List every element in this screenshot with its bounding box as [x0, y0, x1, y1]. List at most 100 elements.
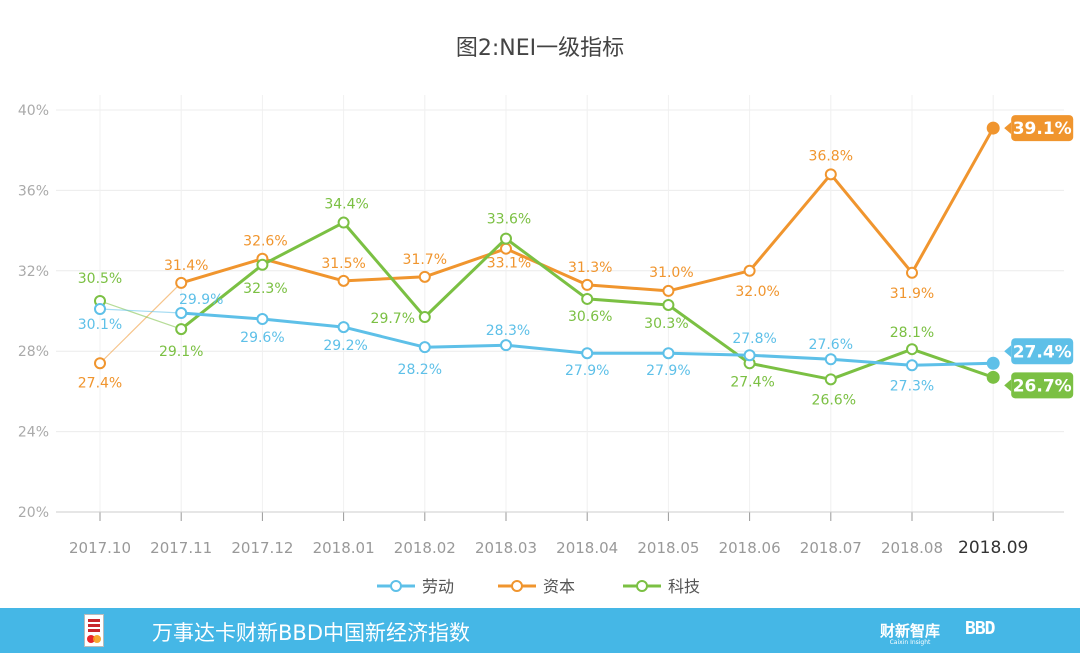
- data-label-劳动: 27.8%: [732, 331, 776, 347]
- x-tick-label: 2018.02: [394, 539, 456, 557]
- data-label-资本: 27.4%: [78, 375, 122, 391]
- data-label-劳动: 27.9%: [565, 363, 609, 379]
- data-point-劳动: [986, 356, 1000, 370]
- callout-arrow-科技: [1004, 379, 1012, 392]
- chart-title: 图2:NEI一级指标: [456, 36, 624, 61]
- data-point-资本: [94, 357, 106, 370]
- data-label-科技: 30.5%: [78, 271, 122, 287]
- x-tick-label: 2017.11: [150, 539, 212, 557]
- y-tick-label: 32%: [18, 264, 49, 280]
- data-point-资本: [906, 266, 918, 279]
- data-point-资本: [175, 276, 188, 289]
- y-tick-label: 36%: [18, 183, 49, 199]
- data-label-劳动: 29.2%: [323, 338, 367, 354]
- data-label-资本: 31.3%: [568, 260, 612, 276]
- x-tick-label: 2017.12: [231, 539, 293, 557]
- data-label-劳动: 28.3%: [486, 323, 530, 339]
- data-point-科技: [500, 232, 512, 245]
- legend-marker-劳动: [390, 580, 402, 592]
- nei-logo-icon: [84, 614, 104, 647]
- series-line-科技: [99, 300, 182, 330]
- legend-label-资本: 资本: [543, 577, 575, 596]
- callout-label-资本: 39.1%: [1013, 119, 1072, 139]
- callout-科技: [1011, 372, 1074, 399]
- data-label-劳动: 28.2%: [398, 362, 442, 378]
- data-label-科技: 28.1%: [890, 325, 934, 341]
- data-label-科技: 32.3%: [243, 281, 287, 297]
- data-point-资本: [418, 270, 431, 283]
- callout-label-劳动: 27.4%: [1013, 342, 1072, 362]
- data-label-劳动: 30.1%: [78, 317, 122, 333]
- data-point-劳动: [581, 347, 594, 360]
- legend-label-劳动: 劳动: [422, 577, 454, 596]
- data-label-资本: 31.9%: [890, 286, 934, 302]
- y-tick-label: 40%: [18, 103, 49, 119]
- data-point-科技: [662, 298, 675, 311]
- x-tick-label: 2018.09: [958, 538, 1028, 558]
- y-tick-label: 24%: [18, 425, 49, 441]
- data-point-科技: [581, 292, 594, 305]
- data-point-劳动: [824, 353, 837, 366]
- legend-marker-资本: [511, 580, 523, 592]
- bbd-logo: BBD: [965, 618, 995, 639]
- data-label-资本: 33.1%: [487, 256, 531, 272]
- caixin-insight-name: 财新智库: [880, 622, 941, 640]
- data-point-劳动: [256, 313, 269, 326]
- data-point-劳动: [337, 321, 350, 334]
- data-point-劳动: [906, 359, 918, 372]
- data-label-科技: 30.3%: [644, 316, 688, 332]
- caixin-insight-sub: Caixin Insight: [889, 639, 931, 646]
- callout-arrow-劳动: [1004, 345, 1012, 358]
- data-point-科技: [175, 323, 188, 336]
- data-label-劳动: 29.9%: [179, 292, 223, 308]
- callout-arrow-资本: [1004, 122, 1012, 135]
- data-label-科技: 30.6%: [568, 309, 612, 325]
- x-tick-label: 2018.04: [556, 539, 618, 557]
- data-label-科技: 34.4%: [324, 197, 368, 213]
- x-tick-label: 2018.07: [800, 539, 862, 557]
- x-tick-label: 2018.08: [881, 539, 943, 557]
- callout-劳动: [1011, 338, 1074, 365]
- data-label-科技: 33.6%: [487, 212, 531, 228]
- data-label-科技: 29.7%: [371, 311, 415, 327]
- data-point-劳动: [662, 347, 675, 360]
- series-line-劳动: [99, 308, 182, 314]
- x-tick-label: 2018.06: [719, 539, 781, 557]
- data-point-劳动: [418, 341, 431, 354]
- data-label-科技: 27.4%: [730, 374, 774, 390]
- caixin-insight-logo: 财新智库 Caixin Insight: [880, 620, 940, 646]
- data-label-资本: 32.6%: [243, 234, 287, 250]
- data-label-科技: 26.6%: [812, 392, 856, 408]
- data-point-资本: [581, 278, 594, 291]
- data-point-资本: [500, 242, 512, 255]
- footer-title: 万事达卡财新BBD中国新经济指数: [152, 621, 470, 645]
- data-label-劳动: 27.3%: [890, 378, 934, 394]
- data-point-劳动: [94, 302, 106, 315]
- callout-资本: [1011, 115, 1074, 142]
- footer-bar: 万事达卡财新BBD中国新经济指数 财新智库 Caixin Insight BBD: [0, 608, 1080, 653]
- line-chart: 图2:NEI一级指标 20% 24% 28% 32% 36% 40% 2017.10 2017.…: [18, 36, 1074, 596]
- data-label-劳动: 29.6%: [240, 330, 284, 346]
- data-label-资本: 36.8%: [809, 148, 853, 164]
- data-label-资本: 31.0%: [649, 265, 693, 281]
- legend-label-科技: 科技: [668, 577, 700, 596]
- data-point-资本: [662, 284, 675, 297]
- data-label-劳动: 27.6%: [809, 337, 853, 353]
- data-point-科技: [906, 343, 918, 356]
- y-tick-label: 28%: [18, 344, 49, 360]
- series-line-资本: [99, 282, 182, 364]
- data-label-资本: 32.0%: [735, 284, 779, 300]
- x-tick-label: 2018.01: [313, 539, 375, 557]
- data-label-资本: 31.7%: [403, 252, 447, 268]
- data-label-劳动: 27.9%: [646, 363, 690, 379]
- y-tick-label: 20%: [18, 505, 49, 521]
- data-point-科技: [986, 370, 1000, 384]
- data-label-资本: 31.4%: [164, 258, 208, 274]
- data-label-科技: 29.1%: [159, 344, 203, 360]
- data-point-资本: [986, 121, 1000, 135]
- data-point-资本: [337, 274, 350, 287]
- callout-label-科技: 26.7%: [1013, 376, 1072, 396]
- data-point-劳动: [500, 339, 512, 352]
- data-point-科技: [824, 373, 837, 386]
